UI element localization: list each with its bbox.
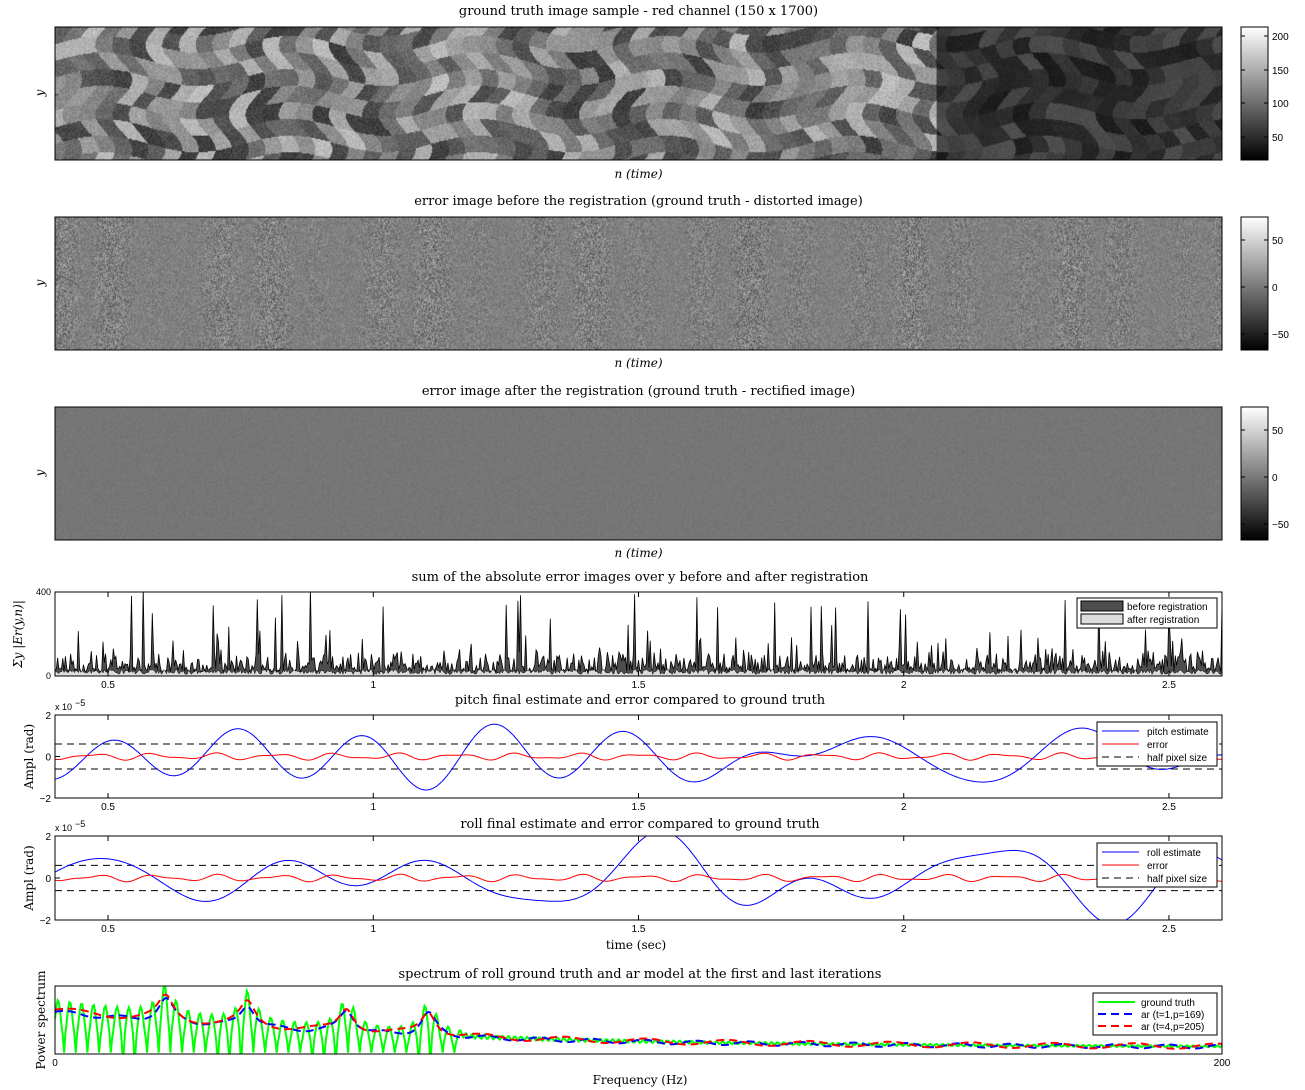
panel-5-title: pitch final estimate and error compared …: [455, 693, 826, 708]
panel-3-frame: [54, 406, 1223, 541]
panel-3-colorbar: [1240, 406, 1269, 541]
panel-6-xlabel: time (sec): [606, 938, 666, 952]
panel-2-title: error image before the registration (gro…: [414, 194, 863, 209]
y-tick-label: −2: [40, 916, 52, 927]
x-tick-label: 2.5: [1162, 680, 1176, 691]
x-tick-label: 2: [901, 924, 907, 935]
x-tick-label: 1: [370, 802, 376, 813]
colorbar-tick-label: −50: [1272, 330, 1289, 341]
legend-label: ar (t=4,p=205): [1141, 1022, 1204, 1033]
panel-5-frame: [54, 714, 1223, 799]
panel-4-plot: [55, 592, 1222, 676]
heatmap-canvas: [55, 407, 1222, 540]
panel-1-colorbar: [1240, 26, 1269, 161]
legend-label: roll estimate: [1147, 848, 1201, 859]
panel-2-ylabel: y: [33, 279, 47, 287]
legend-label: pitch estimate: [1147, 727, 1209, 738]
legend-label: error: [1147, 740, 1169, 751]
y-tick-label: 2: [45, 711, 51, 722]
panel-4-ylabel: Σy |Er(y,n)|: [11, 600, 25, 669]
x-tick-label: 2.5: [1162, 802, 1176, 813]
y-tick-label: 0: [45, 753, 51, 764]
heatmap-canvas: [55, 217, 1222, 350]
legend-label: error: [1147, 861, 1169, 872]
x-tick-label: 1.5: [632, 802, 646, 813]
panel-4-title: sum of the absolute error images over y …: [412, 570, 869, 585]
y-tick-label: −2: [40, 794, 52, 805]
legend-label: ground truth: [1141, 998, 1195, 1009]
x-tick-label: 2.5: [1162, 924, 1176, 935]
panel-1-xlabel: n (time): [614, 167, 662, 181]
panel-3-title: error image after the registration (grou…: [422, 384, 855, 399]
panel-1-image: [55, 27, 1222, 160]
estimate-line: [55, 723, 1222, 791]
legend-label: half pixel size: [1147, 753, 1207, 764]
before-registration-area: [55, 592, 1222, 676]
exponent-label: x 10: [55, 702, 72, 712]
panel-2-xlabel: n (time): [614, 356, 662, 370]
heatmap-canvas: [55, 27, 1222, 160]
ar-last-line: [55, 993, 1222, 1050]
x-tick-label: 1: [370, 924, 376, 935]
panel-3-ylabel: y: [33, 469, 47, 477]
error-line: [55, 873, 1222, 883]
colorbar-tick-label: 150: [1272, 66, 1289, 77]
y-tick-label: 0: [46, 671, 51, 681]
legend-label: ar (t=1,p=169): [1141, 1010, 1204, 1021]
legend-label-before: before registration: [1127, 602, 1208, 613]
panel-2-colorbar: [1240, 216, 1269, 351]
panel-7-title: spectrum of roll ground truth and ar mod…: [399, 967, 882, 982]
x-tick-label: 1.5: [632, 924, 646, 935]
x-tick-label: 1: [370, 680, 376, 691]
panel-2-frame: [54, 216, 1223, 351]
legend-swatch-after: [1080, 613, 1124, 625]
panel-6-ylabel: Ampl (rad): [22, 845, 36, 911]
colorbar-tick-label: 50: [1272, 426, 1284, 437]
colorbar-tick-label: 100: [1272, 99, 1289, 110]
panel-7-xlabel: Frequency (Hz): [593, 1073, 688, 1087]
exponent-label: x 10: [55, 823, 72, 833]
panel-7-plot: [55, 986, 1222, 1054]
legend-label-after: after registration: [1127, 615, 1199, 626]
y-tick-label: 2: [45, 832, 51, 843]
error-line: [55, 752, 1222, 761]
panel-1-frame: [54, 26, 1223, 161]
exponent-power: −5: [75, 698, 85, 708]
panel-2-image: [55, 217, 1222, 350]
ar-first-line: [55, 997, 1222, 1050]
x-tick-label: 0.5: [101, 924, 115, 935]
panel-5-plot: [55, 723, 1222, 791]
x-tick-label: 0.5: [101, 802, 115, 813]
panel-6-title: roll final estimate and error compared t…: [460, 817, 820, 832]
colorbar-tick-label: 50: [1272, 236, 1284, 247]
x-tick-label: 2: [901, 680, 907, 691]
colorbar-tick-label: 50: [1272, 133, 1284, 144]
colorbar-tick-label: 0: [1272, 283, 1278, 294]
x-tick-label: 200: [1214, 1058, 1231, 1069]
x-tick-label: 0: [52, 1058, 58, 1069]
legend-swatch-before: [1080, 600, 1124, 612]
panel-7-frame: [54, 985, 1223, 1055]
x-tick-label: 1.5: [632, 680, 646, 691]
panel-5-ylabel: Ampl (rad): [22, 724, 36, 790]
colorbar-tick-label: −50: [1272, 520, 1289, 531]
exponent-power: −5: [75, 819, 85, 829]
panel-1-title: ground truth image sample - red channel …: [459, 4, 818, 19]
legend-label: half pixel size: [1147, 874, 1207, 885]
y-tick-label: 0: [45, 874, 51, 885]
panel-3-image: [55, 407, 1222, 540]
panel-3-xlabel: n (time): [614, 546, 662, 560]
colorbar-tick-label: 200: [1272, 32, 1289, 43]
panel-6-plot: [55, 836, 1222, 920]
panel-1-ylabel: y: [33, 89, 47, 97]
panel-7-ylabel: Power spectrum: [34, 970, 48, 1070]
colorbar-tick-label: 0: [1272, 473, 1278, 484]
x-tick-label: 0.5: [101, 680, 115, 691]
y-tick-label: 400: [36, 587, 51, 597]
x-tick-label: 2: [901, 802, 907, 813]
